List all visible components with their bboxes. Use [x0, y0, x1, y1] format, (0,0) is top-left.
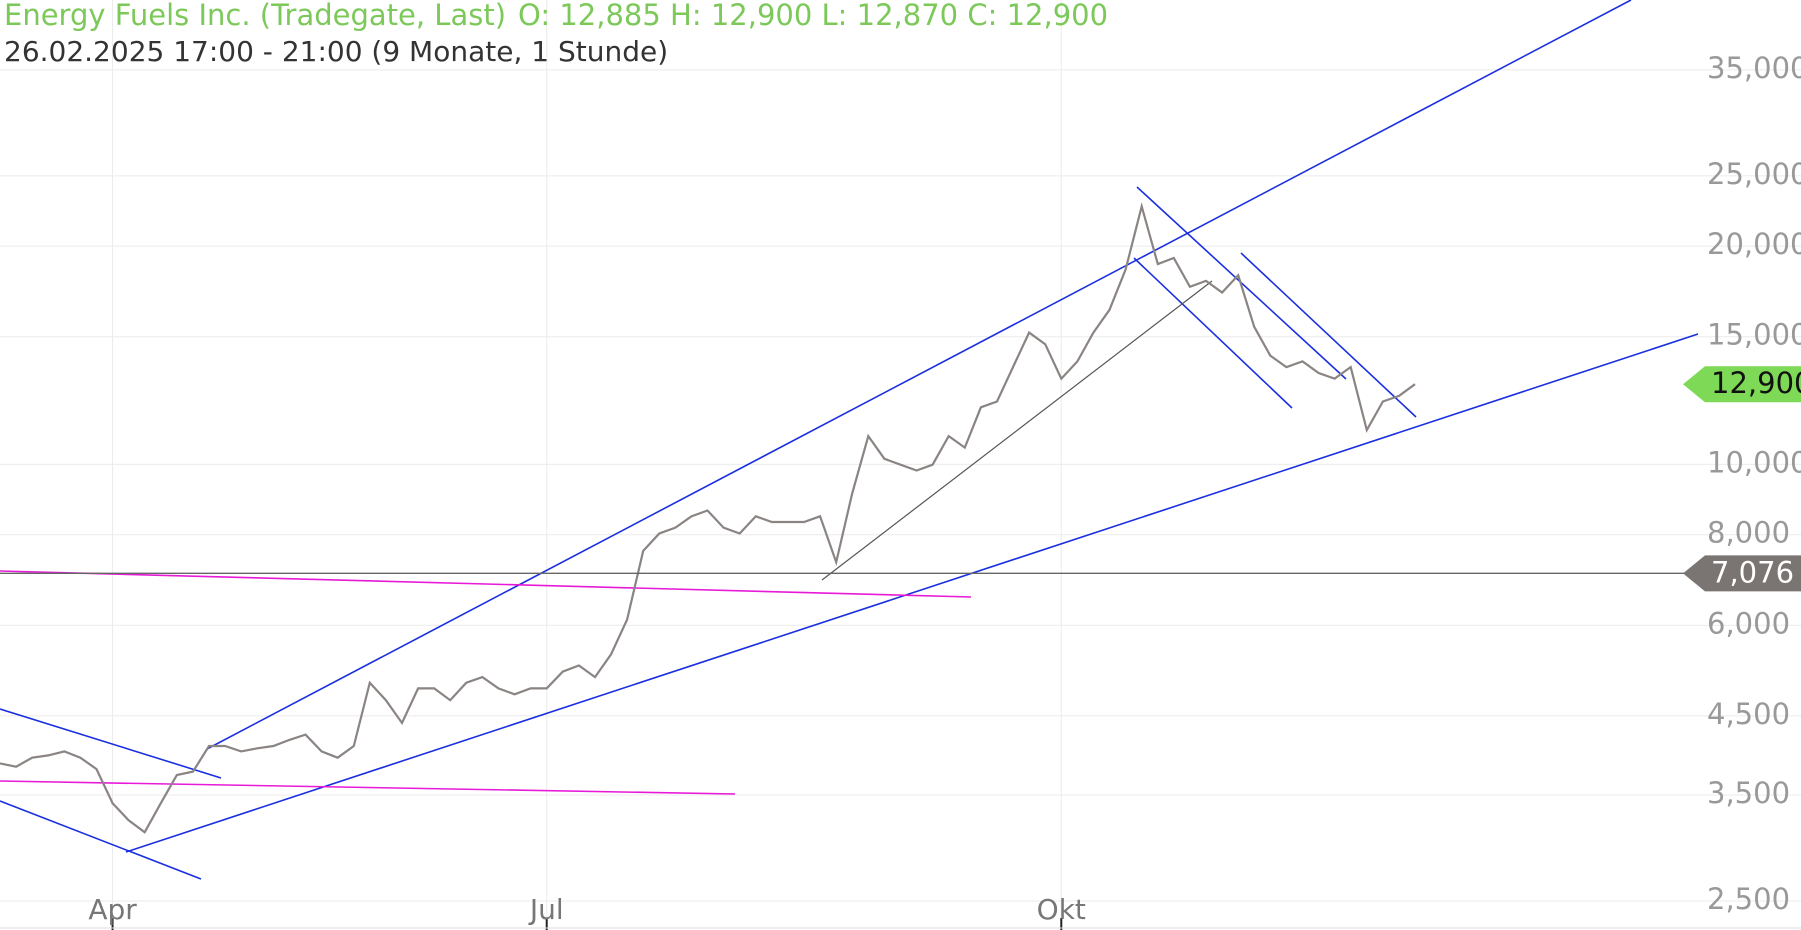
ohlc: O: 12,885 H: 12,900 L: 12,870 C: 12,900 [518, 0, 1108, 32]
trendline [0, 780, 736, 795]
y-tick-label: 2,500 [1707, 882, 1790, 916]
y-tick-label: 20,000 [1707, 227, 1801, 261]
trendlines [0, 0, 1699, 880]
price-badge-label: 7,076 [1711, 555, 1794, 589]
price-line [0, 202, 1416, 834]
plot: 12,900 7,076 [0, 202, 1801, 834]
y-tick-label: 25,000 [1707, 157, 1801, 191]
trendline [125, 333, 1699, 853]
y-tick-label: 6,000 [1707, 606, 1790, 640]
trendline [206, 0, 1632, 750]
title: Energy Fuels Inc. (Tradegate, Last) [4, 0, 506, 32]
y-tick-label: 3,500 [1707, 776, 1790, 810]
y-tick-label: 4,500 [1707, 697, 1790, 731]
price-badge [1683, 555, 1801, 592]
trendline [0, 800, 202, 880]
y-tick-label: 8,000 [1707, 516, 1790, 550]
y-tick-label: 35,000 [1707, 51, 1801, 85]
x-tick-label: Okt [1037, 893, 1086, 926]
x-tick-label: Jul [528, 893, 564, 926]
y-tick-label: 10,000 [1707, 445, 1801, 479]
trendline [821, 280, 1213, 581]
y-tick-label: 15,000 [1707, 318, 1801, 352]
chart-title: Energy Fuels Inc. (Tradegate, Last) O: 12… [4, 0, 1108, 32]
price-badge [1683, 366, 1801, 403]
trendline [0, 570, 972, 598]
trendline [0, 708, 222, 779]
subtitle: 26.02.2025 17:00 - 21:00 (9 Monate, 1 St… [4, 35, 668, 68]
trendline [1240, 252, 1417, 418]
price-badge-label: 12,900 [1711, 366, 1801, 400]
trendline [1133, 257, 1293, 409]
x-tick-label: Apr [88, 893, 137, 926]
